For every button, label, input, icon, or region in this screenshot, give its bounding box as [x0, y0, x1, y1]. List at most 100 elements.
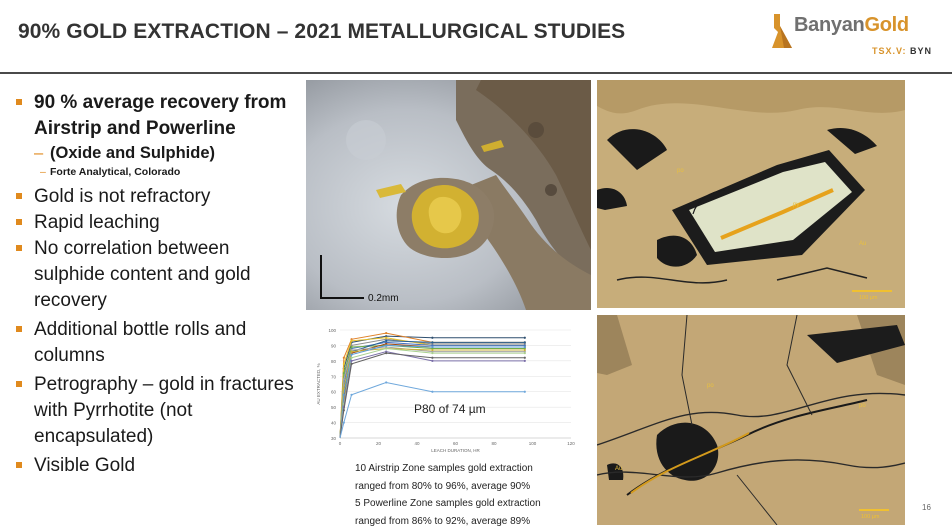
logo-ticker: TSX.V: BYN [872, 46, 932, 56]
data-point [350, 350, 353, 353]
bullet-square-icon [16, 462, 22, 468]
series-line [339, 381, 525, 439]
data-point [350, 393, 353, 396]
data-point [350, 353, 353, 356]
bullet-text: Additional bottle rolls and columns [34, 319, 247, 366]
sub-sub-bullet-text: Forte Analytical, Colorado [50, 166, 181, 178]
data-point [342, 387, 345, 390]
data-point [385, 381, 388, 384]
data-point [385, 338, 388, 341]
data-point [431, 347, 434, 350]
title-divider [0, 72, 952, 74]
data-point [350, 359, 353, 362]
data-point [523, 341, 526, 344]
caption-line: 5 Powerline Zone samples gold extraction [355, 498, 541, 509]
data-point [431, 356, 434, 359]
logo-mark-icon [772, 14, 792, 48]
bullet-square-icon [16, 326, 22, 332]
data-point [431, 390, 434, 393]
caption-line: ranged from 86% to 92%, average 89% [355, 515, 531, 527]
data-point [523, 350, 526, 353]
petrography-photo-top: Au po py 100 µm [597, 80, 905, 308]
data-point [385, 339, 388, 342]
data-point [431, 342, 434, 345]
y-tick-label: 100 [328, 328, 336, 333]
caption-line: ranged from 80% to 96%, average 90% [355, 480, 531, 492]
y-tick-label: 90 [331, 343, 337, 348]
leach-extraction-chart: 30 40 50 60 70 80 90 100 0 20 40 60 80 100 120 LEACH DU… [306, 322, 591, 462]
data-point [385, 347, 388, 350]
data-point [350, 344, 353, 347]
bullet-text: Rapid leaching [34, 212, 160, 233]
scale-bar-label: 100 µm [859, 295, 878, 301]
y-tick-label: 60 [331, 390, 337, 395]
data-point [385, 335, 388, 338]
dash-icon: – [34, 144, 44, 162]
bullet-text: Gold is not refractory [34, 186, 211, 207]
data-point [431, 341, 434, 344]
y-tick-label: 80 [331, 359, 337, 364]
data-point [385, 341, 388, 344]
x-tick-label: 80 [491, 441, 497, 446]
data-point [342, 362, 345, 366]
bullet-list: 90 % average recovery from Airstrip and … [14, 90, 299, 479]
bullet-item: Additional bottle rolls and columns [14, 317, 299, 369]
scale-bar-label: 0.2mm [368, 293, 399, 304]
data-point [385, 344, 388, 347]
extraction-caption: 10 Airstrip Zone samples gold extraction… [355, 460, 541, 530]
x-tick-label: 20 [376, 441, 382, 446]
bullet-text: Petrography – gold in fractures with Pyr… [34, 374, 294, 447]
ticker-symbol: BYN [909, 46, 932, 56]
series-line [339, 344, 525, 439]
data-point [431, 350, 434, 353]
data-point [342, 409, 345, 412]
logo-wordmark: BanyanGold [794, 14, 909, 37]
bullet-text: No correlation between sulphide content … [34, 238, 251, 311]
bullet-item: Rapid leaching [14, 210, 299, 236]
data-point [431, 345, 434, 349]
bullet-square-icon [16, 219, 22, 225]
banyan-gold-logo: BanyanGold TSX.V: BYN [770, 8, 940, 64]
data-point [523, 356, 526, 359]
data-point [385, 336, 388, 339]
sub-bullet: – (Oxide and Sulphide) [14, 142, 299, 164]
petrography-photo-bottom: po po Au 100 µm [597, 315, 905, 525]
data-point [350, 345, 353, 349]
po-label: po [707, 383, 714, 389]
py-label: py [793, 202, 799, 208]
x-tick-label: 100 [529, 441, 537, 446]
visible-gold-photo: 0.2mm [306, 80, 591, 310]
data-point [431, 352, 434, 355]
logo-name-part1: Banyan [794, 14, 865, 36]
data-point [431, 359, 434, 362]
logo-name-part2: Gold [864, 14, 909, 36]
data-point [342, 421, 345, 424]
bullet-square-icon [16, 381, 22, 387]
scale-bar-label: 100 µm [861, 514, 880, 520]
x-tick-label: 60 [453, 441, 459, 446]
bullet-text: Visible Gold [34, 455, 136, 476]
data-point [350, 356, 353, 359]
bullet-square-icon [16, 193, 22, 199]
caption-line: 10 Airstrip Zone samples gold extraction [355, 463, 533, 474]
x-tick-label: 120 [567, 441, 575, 446]
sub-sub-bullet: – Forte Analytical, Colorado [14, 164, 299, 180]
y-tick-label: 50 [331, 405, 337, 410]
data-point [431, 348, 434, 352]
data-point [350, 348, 353, 352]
x-axis-label: LEACH DURATION, HR [431, 448, 480, 453]
data-point [523, 344, 526, 347]
au-label: Au [615, 466, 622, 472]
bullet-square-icon [16, 245, 22, 251]
bullet-item: No correlation between sulphide content … [14, 236, 299, 314]
bullet-item: Petrography – gold in fractures with Pyr… [14, 372, 299, 450]
po-label: po [677, 168, 684, 174]
sub-bullet-text: (Oxide and Sulphide) [50, 144, 216, 162]
data-point [385, 352, 388, 355]
data-point [523, 352, 526, 355]
data-point [350, 339, 353, 342]
page-number: 16 [922, 503, 931, 512]
page-title: 90% GOLD EXTRACTION – 2021 METALLURGICAL… [18, 20, 626, 43]
chart-svg: 30 40 50 60 70 80 90 100 0 20 40 60 80 100 120 LEACH DU… [306, 322, 591, 462]
data-point [385, 331, 388, 335]
